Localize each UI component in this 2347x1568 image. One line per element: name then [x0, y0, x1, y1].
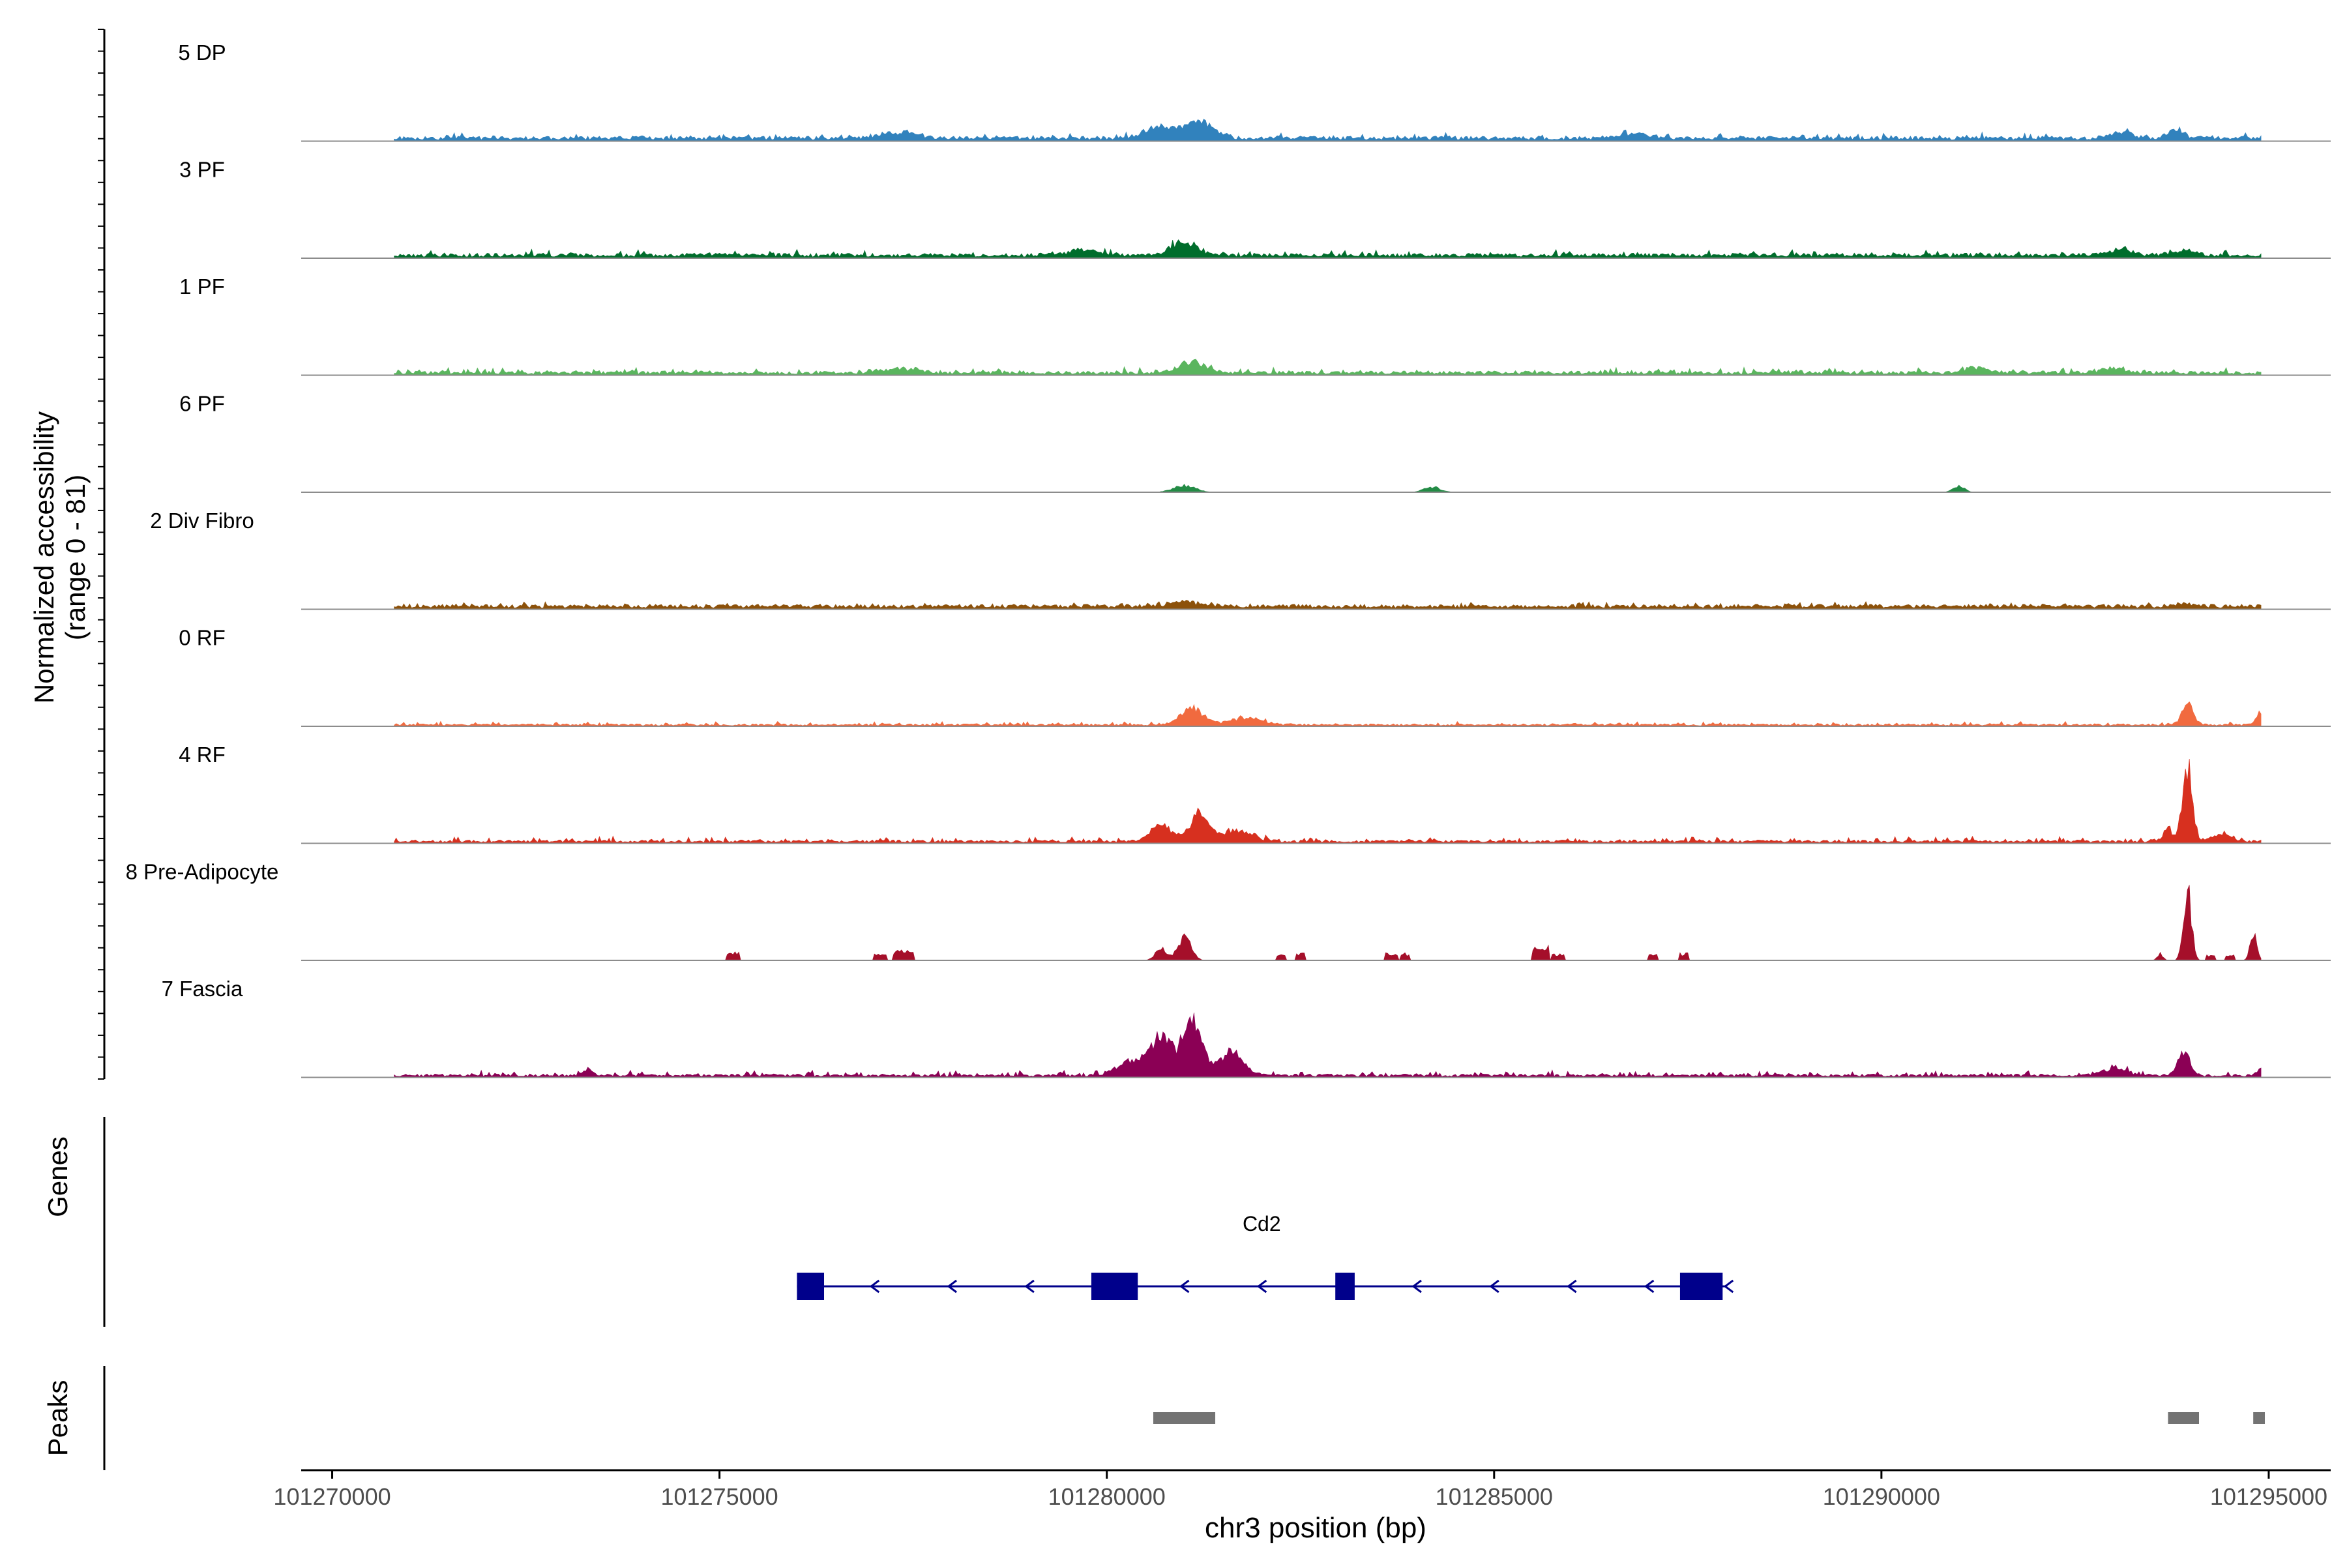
coverage-area [394, 484, 2262, 493]
track-label: 4 RF [179, 743, 226, 767]
peak-region [1153, 1412, 1216, 1424]
strand-arrow [1179, 1279, 1190, 1294]
gene-label: Cd2 [1243, 1212, 1281, 1235]
track-label: 0 RF [179, 626, 226, 650]
x-axis-ticks: 101270000 101275000 101280000 101285000 1012… [273, 1470, 2327, 1510]
strand-arrow [1256, 1279, 1267, 1294]
strand-arrow [1723, 1279, 1734, 1294]
strand-arrow [1567, 1279, 1577, 1294]
genes-panel-title: Genes [42, 1136, 73, 1217]
strand-arrow [1411, 1279, 1422, 1294]
coverage-area [394, 599, 2262, 610]
strand-arrow [947, 1279, 957, 1294]
gene-exon [1679, 1273, 1723, 1300]
y-axis-title-line1: Normalized accessibility [29, 411, 59, 703]
strand-arrow [1644, 1279, 1655, 1294]
track-8-pre-adipocyte: 8 Pre-Adipocyte [126, 860, 2331, 961]
track-2-div-fibro: 2 Div Fibro [150, 509, 2331, 610]
track-label: 1 PF [179, 274, 225, 299]
x-tick-label: 101270000 [273, 1483, 391, 1510]
track-label: 6 PF [179, 392, 225, 416]
strand-arrow [869, 1279, 880, 1294]
gene-exon [797, 1273, 825, 1300]
track-6-pf: 6 PF [179, 392, 2331, 493]
track-5-dp: 5 DP [178, 40, 2331, 142]
y-axis-title: Normalized accessibility (range 0 - 81) [29, 411, 91, 703]
track-label: 7 Fascia [162, 977, 243, 1001]
track-label: 8 Pre-Adipocyte [126, 860, 279, 884]
track-label: 5 DP [178, 40, 226, 65]
track-1-pf: 1 PF [179, 274, 2331, 376]
x-tick-label: 101280000 [1048, 1483, 1166, 1510]
track-0-rf: 0 RF [179, 626, 2331, 727]
coverage-tracks: 5 DP 3 PF 1 PF 6 PF 2 Div Fibro 0 RF 4 RF 8 Pre… [126, 40, 2331, 1078]
gene-exon [1335, 1273, 1355, 1300]
track-4-rf: 4 RF [179, 743, 2331, 844]
y-axis-ticks [98, 29, 104, 1080]
coverage-area [394, 239, 2262, 259]
peak-regions [1153, 1412, 2266, 1424]
x-tick-label: 101285000 [1436, 1483, 1553, 1510]
coverage-area [394, 701, 2262, 727]
gene-annotation: Cd2 [797, 1212, 1734, 1300]
coverage-area [394, 1013, 2262, 1078]
coverage-area [394, 119, 2262, 141]
gene-exon [1091, 1273, 1138, 1300]
track-3-pf: 3 PF [179, 158, 2331, 259]
strand-arrow [1024, 1279, 1035, 1294]
strand-arrow [1489, 1279, 1499, 1294]
peak-region [2168, 1412, 2200, 1424]
x-tick-label: 101275000 [661, 1483, 778, 1510]
x-axis-title: chr3 position (bp) [1205, 1512, 1426, 1544]
track-7-fascia: 7 Fascia [162, 977, 2331, 1078]
track-label: 2 Div Fibro [150, 509, 254, 533]
track-label: 3 PF [179, 158, 225, 182]
peaks-panel-title: Peaks [42, 1380, 73, 1457]
coverage-area [394, 359, 2262, 376]
coverage-area [394, 758, 2262, 844]
x-tick-label: 101295000 [2210, 1483, 2327, 1510]
peak-region [2253, 1412, 2266, 1424]
coverage-area [394, 885, 2262, 961]
x-tick-label: 101290000 [1823, 1483, 1940, 1510]
y-axis-title-line2: (range 0 - 81) [60, 475, 91, 640]
